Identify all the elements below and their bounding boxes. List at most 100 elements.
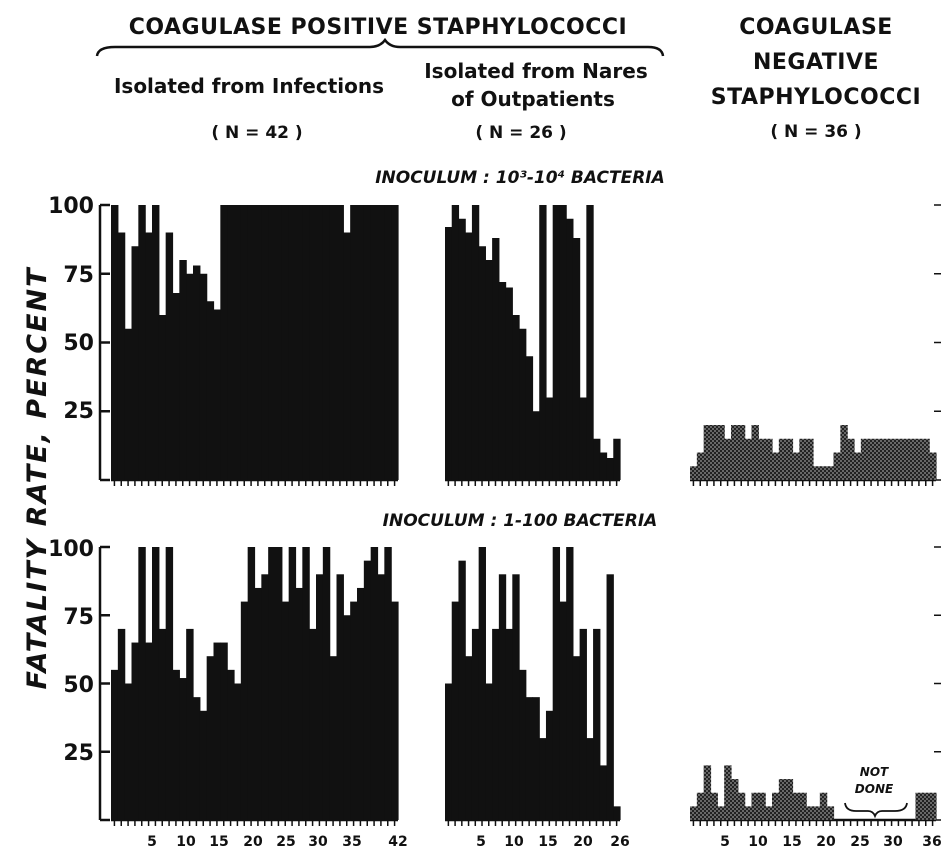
bar xyxy=(922,438,930,480)
inoculum-title-top: INOCULUM : 10³-10⁴ BACTERIA xyxy=(375,168,665,188)
bar xyxy=(690,806,698,820)
bar xyxy=(599,452,608,480)
y-tick-bottom-50: 50 xyxy=(63,673,94,698)
bar xyxy=(111,205,119,480)
bar xyxy=(731,779,739,820)
bar xyxy=(579,628,587,820)
bar xyxy=(357,587,365,820)
bar xyxy=(785,438,794,480)
bar xyxy=(302,547,310,820)
bar xyxy=(710,792,718,820)
bar xyxy=(778,779,787,820)
bar xyxy=(268,547,276,820)
bar xyxy=(744,438,753,480)
bar xyxy=(703,765,712,820)
bar xyxy=(370,547,379,820)
bar xyxy=(792,452,800,480)
bar xyxy=(552,205,561,480)
y-tick-bottom-25: 25 xyxy=(63,741,94,766)
bar xyxy=(451,205,460,480)
bar xyxy=(485,260,493,480)
not-done-brace xyxy=(844,802,908,819)
x-tick-label: 36 xyxy=(922,834,941,850)
bar xyxy=(799,792,807,820)
header-infections: Isolated from Infections xyxy=(114,74,384,98)
bar xyxy=(247,205,256,480)
x-tick-label: 20 xyxy=(816,834,836,850)
y-axis-label: FATALITY RATE, PERCENT xyxy=(22,266,53,690)
bar xyxy=(124,328,133,480)
bar xyxy=(329,205,338,480)
bar xyxy=(343,615,351,820)
bar xyxy=(512,574,520,820)
bar xyxy=(737,792,746,820)
bar xyxy=(833,452,841,480)
bar xyxy=(350,601,358,820)
bar xyxy=(552,547,561,820)
y-tick-bottom-75: 75 xyxy=(63,605,94,630)
bar xyxy=(343,232,351,480)
bar xyxy=(785,779,794,820)
bar xyxy=(227,205,235,480)
bar xyxy=(302,205,310,480)
bar xyxy=(445,227,453,480)
bar xyxy=(758,792,766,820)
bar xyxy=(240,205,249,480)
header-nares-line2: of Outpatients xyxy=(451,87,615,111)
x-tick-label: 5 xyxy=(147,834,157,850)
y-tick-top-75: 75 xyxy=(63,263,94,288)
y-tick-bottom-100: 100 xyxy=(48,537,94,562)
bar xyxy=(363,205,372,480)
bar xyxy=(117,628,126,820)
bar xyxy=(512,315,520,480)
bar xyxy=(737,425,746,480)
bar xyxy=(117,232,126,480)
bar xyxy=(322,547,331,820)
bar xyxy=(599,765,608,820)
bar xyxy=(478,547,486,820)
bar xyxy=(606,574,614,820)
bar xyxy=(309,628,317,820)
bar xyxy=(377,574,385,820)
bar xyxy=(792,792,800,820)
bar xyxy=(519,328,527,480)
bar xyxy=(247,547,256,820)
bar xyxy=(227,669,235,820)
bar xyxy=(213,642,221,820)
bar xyxy=(261,205,269,480)
x-tick-label: 10 xyxy=(176,834,196,850)
x-tick-label: 35 xyxy=(342,834,361,850)
bar xyxy=(316,205,324,480)
x-tick-label: 5 xyxy=(720,834,730,850)
bar xyxy=(819,466,828,480)
bar xyxy=(744,806,753,820)
bar xyxy=(593,628,601,820)
bar xyxy=(765,438,773,480)
bar xyxy=(295,205,303,480)
x-tick-label: 10 xyxy=(504,834,524,850)
bar xyxy=(281,205,290,480)
bar xyxy=(710,425,718,480)
bar xyxy=(854,452,862,480)
bar xyxy=(765,806,773,820)
bar xyxy=(606,458,614,480)
bar xyxy=(471,628,480,820)
bar xyxy=(111,669,119,820)
bar xyxy=(847,438,855,480)
bar xyxy=(363,560,372,820)
bar xyxy=(772,792,780,820)
bar xyxy=(929,792,937,820)
bar xyxy=(357,205,365,480)
bar xyxy=(881,438,889,480)
x-tick-label: 26 xyxy=(610,834,629,850)
y-tick-top-100: 100 xyxy=(48,194,94,219)
bar xyxy=(458,218,466,480)
bar xyxy=(485,683,493,820)
bar xyxy=(492,238,500,480)
bar xyxy=(152,547,160,820)
bar xyxy=(309,205,317,480)
bar xyxy=(145,232,153,480)
x-tick-label: 15 xyxy=(209,834,228,850)
bar xyxy=(915,792,923,820)
bar xyxy=(275,547,283,820)
